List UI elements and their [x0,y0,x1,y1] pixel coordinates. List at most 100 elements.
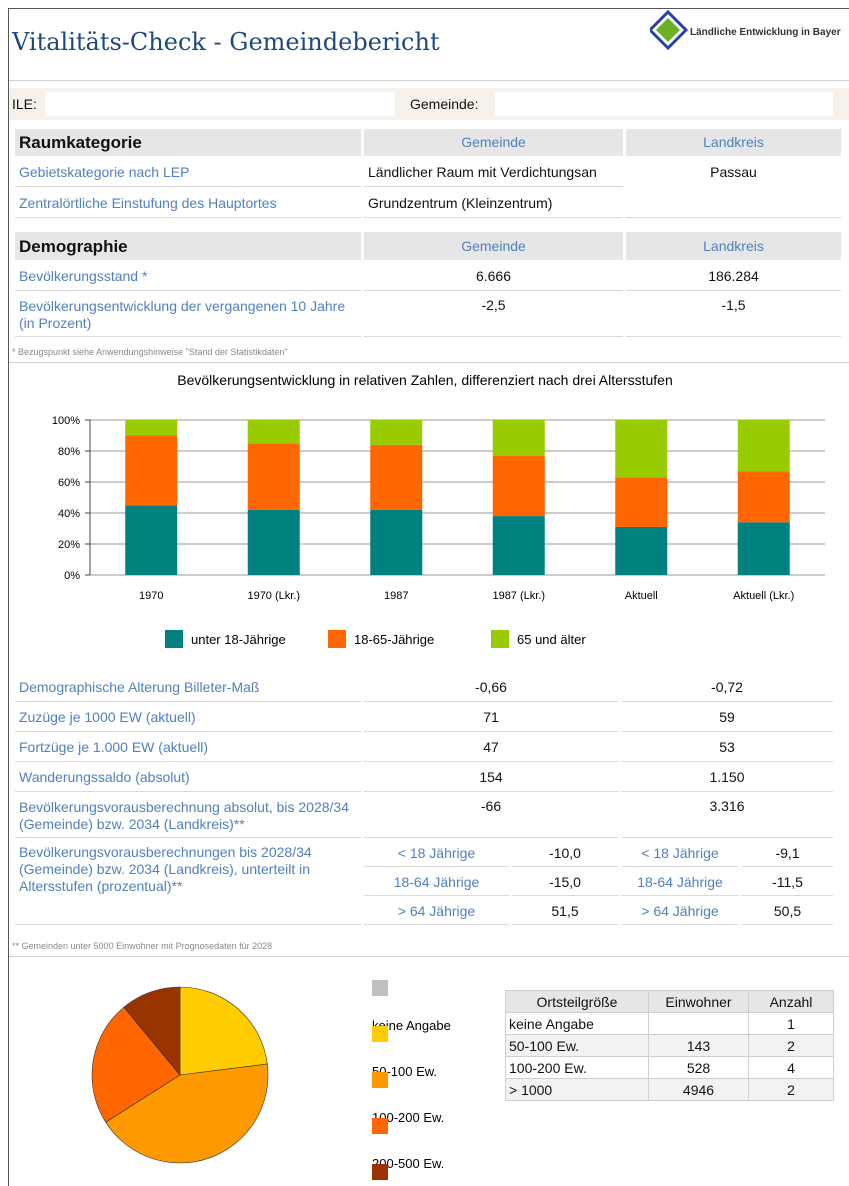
sub-label: > 64 Jährige [364,898,509,925]
frame [8,8,9,1186]
legend-swatch [165,630,183,648]
kennzahlen-table: Demographische Alterung Billeter-Maß -0,6… [12,672,836,927]
cell: 528 [648,1056,749,1079]
column-header: Gemeinde [364,129,623,156]
bar-segment [247,443,300,510]
cell: -10,0 [512,840,618,867]
bar-segment [492,455,545,517]
section-header: Demographie [15,232,361,260]
y-tick-label: 20% [58,539,80,551]
cell: keine Angabe [505,1012,649,1035]
row-label: Demographische Alterung Billeter-Maß [15,674,361,702]
pie-slice [105,1063,269,1164]
sub-label: < 18 Jährige [621,840,739,867]
bar-segment [125,420,178,436]
cell: 2 [748,1078,834,1101]
y-tick-label: 60% [58,477,80,489]
logo-text: Ländliche Entwicklung in Bayer [690,27,841,38]
sub-label: 18-64 Jährige [364,869,509,896]
cell: -9,1 [742,840,833,867]
cell: 143 [648,1034,749,1057]
bar-segment [125,505,178,575]
demographie-table: Demographie Gemeinde Landkreis Bevölkeru… [12,230,844,339]
bar-segment [492,516,545,575]
bar-chart: Bevölkerungsentwicklung in relativen Zah… [52,372,825,648]
sub-label: 18-64 Jährige [621,869,739,896]
input-ile[interactable] [45,92,395,116]
y-tick-label: 0% [64,570,80,582]
column-header: Gemeinde [364,232,623,260]
raumkategorie-table: Raumkategorie Gemeinde Landkreis Gebiets… [12,127,844,220]
legend-label: keine Angabe [372,1018,451,1033]
cell: 59 [621,704,833,732]
column-header: Landkreis [626,232,841,260]
bar-segment [737,471,790,523]
legend-swatch [328,630,346,648]
legend-swatch [372,1026,388,1042]
input-gemeinde[interactable] [495,92,833,116]
sub-label: > 64 Jährige [621,898,739,925]
cell: 186.284 [626,262,841,291]
bar-segment [492,420,545,456]
cell: 47 [364,734,618,762]
cell: -66 [364,794,618,838]
x-tick-label: 1970 [139,590,163,602]
bar-segment [247,420,300,444]
row-label: Fortzüge je 1.000 EW (aktuell) [15,734,361,762]
cell: 4 [748,1056,834,1079]
logo [650,10,689,51]
legend-swatch [491,630,509,648]
legend-label: 65 und älter [517,632,586,647]
cell: -1,5 [626,293,841,337]
cell: 2 [748,1034,834,1057]
y-tick-label: 100% [52,415,80,427]
footnote: ** Gemeinden unter 5000 Einwohner mit Pr… [12,941,273,951]
legend-label: 50-100 Ew. [372,1064,437,1079]
bar-segment [370,444,423,510]
cell: 1.150 [621,764,833,792]
cell: 50,5 [742,898,833,925]
cell: 3.316 [621,794,833,838]
pie-slice [179,986,268,1076]
field-label: ILE: [12,96,37,112]
row-label: Wanderungssaldo (absolut) [15,764,361,792]
x-tick-label: 1987 [384,590,408,602]
bar-segment [615,420,668,478]
row-label: Bevölkerungsvorausberechnung absolut, bi… [15,794,361,838]
legend-swatch [372,1072,388,1088]
cell: 71 [364,704,618,732]
bar-segment [615,477,668,527]
cell: -2,5 [364,293,623,337]
footnote: * Bezugspunkt siehe Anwendungshinweise "… [12,347,288,357]
cell: -0,66 [364,674,618,702]
column-header: Einwohner [648,990,749,1013]
y-tick-label: 80% [58,446,80,458]
frame [8,8,849,9]
legend-label: 18-65-Jährige [354,632,434,647]
cell: 154 [364,764,618,792]
cell: -11,5 [742,869,833,896]
cell: Grundzentrum (Kleinzentrum) [364,189,623,218]
cell [648,1012,749,1035]
cell: 4946 [648,1078,749,1101]
x-tick-label: 1987 (Lkr.) [492,590,545,602]
column-header: Landkreis [626,129,841,156]
cell: 100-200 Ew. [505,1056,649,1079]
bar-segment [125,435,178,506]
chart-title: Bevölkerungsentwicklung in relativen Zah… [177,372,672,388]
cell: 53 [621,734,833,762]
ortsteile-table: Ortsteilgröße Einwohner Anzahl keine Angab… [505,990,834,1101]
separator [9,80,849,81]
legend-label: 100-200 Ew. [372,1110,444,1125]
pie-slice [91,1006,181,1123]
cell: Ländlicher Raum mit Verdichtungsan [364,158,623,187]
cell: -0,72 [621,674,833,702]
row-label: Bevölkerungsvorausberechnungen bis 2028/… [15,840,361,925]
legend-swatch [372,1118,388,1134]
sub-label: < 18 Jährige [364,840,509,867]
row-label: Zuzüge je 1000 EW (aktuell) [15,704,361,732]
legend-swatch [372,980,388,996]
report-title: Vitalitäts-Check - Gemeindebericht [12,28,440,56]
pie-chart: keine Angabe 50-100 Ew. 100-200 Ew. 200-500… [91,980,451,1180]
